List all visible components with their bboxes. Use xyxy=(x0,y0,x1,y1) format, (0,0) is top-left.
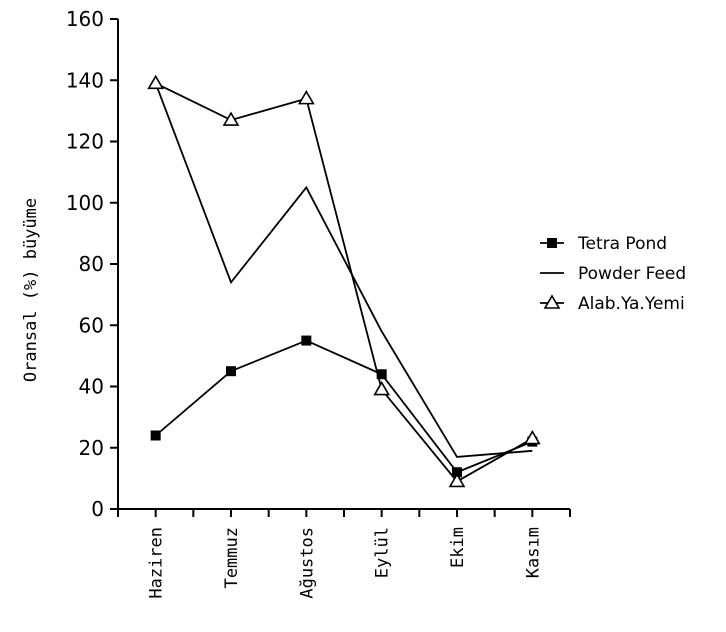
y-tick-label: 160 xyxy=(66,7,104,31)
y-tick-label: 20 xyxy=(79,436,104,460)
legend-item: Alab.Ya.Yemi xyxy=(540,294,685,314)
y-tick-label: 0 xyxy=(91,497,104,521)
x-category-label: Eylül xyxy=(373,527,393,578)
square-marker xyxy=(226,366,236,377)
y-tick-label: 80 xyxy=(79,252,104,276)
legend-label: Powder Feed xyxy=(578,264,686,284)
y-tick-label: 40 xyxy=(79,375,104,399)
y-tick-label: 100 xyxy=(66,191,104,215)
triangle-marker xyxy=(373,380,391,396)
triangle-marker xyxy=(448,472,466,488)
series-powder-feed xyxy=(154,82,533,458)
triangle-marker xyxy=(222,111,240,126)
square-marker xyxy=(150,430,161,441)
y-tick-label: 60 xyxy=(79,313,104,337)
triangle-marker xyxy=(297,90,315,105)
y-axis-title: Oransal (%) büyüme xyxy=(21,198,41,382)
square-marker xyxy=(547,238,557,248)
x-category-label: Haziren xyxy=(147,527,167,599)
triangle-marker xyxy=(543,294,561,309)
x-category-label: Temmuz xyxy=(222,527,242,588)
square-marker xyxy=(376,369,387,380)
series-layer xyxy=(147,74,541,488)
y-axis: 0 20 40 60 80 100 120 140 160 xyxy=(66,7,119,521)
x-category-label: Kasım xyxy=(523,527,543,578)
y-tick-label: 140 xyxy=(66,68,104,92)
square-marker xyxy=(301,335,312,346)
legend-label: Tetra Pond xyxy=(577,234,667,254)
legend-label: Alab.Ya.Yemi xyxy=(578,294,685,314)
x-category-label: Ekim xyxy=(448,527,468,568)
legend-item: Powder Feed xyxy=(540,264,686,284)
y-tick-label: 120 xyxy=(66,130,104,154)
series-alab-ya-yemi xyxy=(147,74,541,488)
legend: Tetra Pond Powder Feed Alab.Ya.Yemi xyxy=(540,234,686,314)
x-category-label: Ağustos xyxy=(297,527,317,599)
series-line xyxy=(155,82,533,483)
x-axis: Haziren Temmuz Ağustos Eylül Ekim Kasım xyxy=(117,508,571,599)
series-line xyxy=(155,339,533,474)
square-marker xyxy=(452,467,462,478)
series-line xyxy=(154,82,533,458)
legend-item: Tetra Pond xyxy=(540,234,667,254)
triangle-marker xyxy=(147,74,165,90)
triangle-marker xyxy=(523,429,541,445)
